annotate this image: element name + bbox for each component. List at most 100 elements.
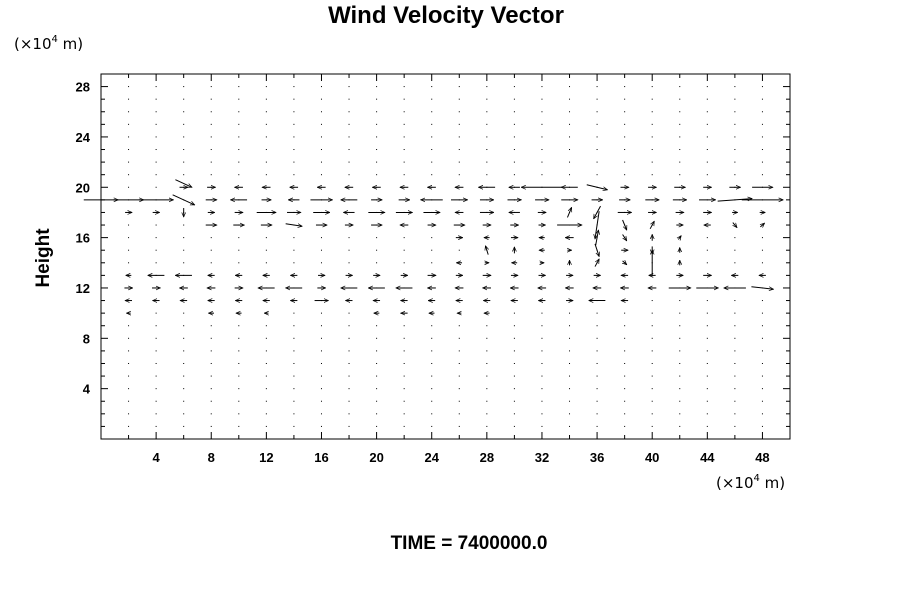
grid-dot [624, 425, 626, 427]
grid-dot [155, 362, 157, 364]
grid-dot [569, 388, 571, 390]
grid-dot [761, 300, 763, 302]
grid-dot [376, 174, 378, 176]
grid-dot [403, 111, 405, 113]
grid-dot [541, 413, 543, 415]
grid-dot [210, 136, 212, 138]
grid-dot [486, 413, 488, 415]
grid-dot [293, 161, 295, 163]
grid-dot [403, 98, 405, 100]
grid-dot [403, 375, 405, 377]
grid-dot [596, 98, 598, 100]
grid-dot [238, 98, 240, 100]
grid-dot [706, 149, 708, 151]
grid-dot [486, 174, 488, 176]
grid-dot [431, 400, 433, 402]
grid-dot [761, 388, 763, 390]
grid-dot [238, 388, 240, 390]
grid-dot [651, 362, 653, 364]
grid-dot [265, 237, 267, 239]
grid-dot [431, 149, 433, 151]
wind-vector [594, 259, 600, 267]
grid-dot [734, 249, 736, 251]
grid-dot [679, 400, 681, 402]
grid-dot [265, 149, 267, 151]
grid-dot [706, 86, 708, 88]
grid-dot [348, 86, 350, 88]
grid-dot [734, 161, 736, 163]
grid-dot [348, 388, 350, 390]
grid-dot [458, 86, 460, 88]
grid-dot [293, 149, 295, 151]
grid-dot [265, 325, 267, 327]
grid-dot [706, 337, 708, 339]
x-tick-label: 48 [755, 450, 769, 465]
grid-dot [376, 237, 378, 239]
grid-dot [596, 136, 598, 138]
grid-dot [431, 425, 433, 427]
grid-dot [486, 161, 488, 163]
grid-dot [128, 86, 130, 88]
grid-dot [293, 312, 295, 314]
grid-dot [265, 249, 267, 251]
grid-dot [238, 262, 240, 264]
grid-dot [596, 86, 598, 88]
grid-dot [210, 337, 212, 339]
grid-dot [183, 98, 185, 100]
grid-dot [761, 249, 763, 251]
grid-dot [596, 425, 598, 427]
grid-dot [376, 337, 378, 339]
grid-dot [679, 325, 681, 327]
y-tick-label: 8 [83, 331, 90, 346]
grid-dot [155, 413, 157, 415]
y-tick-label: 24 [76, 130, 91, 145]
grid-dot [706, 249, 708, 251]
wind-vector [594, 243, 599, 257]
grid-dot [458, 149, 460, 151]
grid-dot [238, 123, 240, 125]
grid-dot [431, 98, 433, 100]
grid-dot [431, 123, 433, 125]
grid-dot [486, 425, 488, 427]
axis-ticks [101, 74, 790, 439]
grid-dot [541, 350, 543, 352]
y-unit-prefix: (×10 [14, 35, 52, 53]
grid-dot [486, 400, 488, 402]
grid-dot [706, 161, 708, 163]
x-tick-label: 32 [535, 450, 549, 465]
grid-dot [541, 161, 543, 163]
grid-dot [348, 325, 350, 327]
grid-dot [238, 400, 240, 402]
grid-dot [128, 249, 130, 251]
grid-dot [210, 350, 212, 352]
grid-dot [569, 111, 571, 113]
grid-dot [376, 400, 378, 402]
wind-vector [622, 234, 627, 240]
grid-dot [596, 413, 598, 415]
grid-dot [320, 325, 322, 327]
wind-vector [172, 194, 195, 206]
grid-dot [210, 413, 212, 415]
grid-dot [734, 413, 736, 415]
grid-dot [431, 350, 433, 352]
grid-dot [128, 136, 130, 138]
grid-dot [128, 174, 130, 176]
grid-dot [624, 362, 626, 364]
grid-dot [155, 350, 157, 352]
grid-dot [569, 174, 571, 176]
grid-dot [403, 400, 405, 402]
grid-dot [210, 262, 212, 264]
y-unit-label: (×104 m) [14, 34, 83, 53]
grid-dot [265, 86, 267, 88]
grid-dot [403, 350, 405, 352]
grid-dot [734, 300, 736, 302]
grid-dot [458, 161, 460, 163]
wind-vector [733, 222, 737, 228]
grid-dot [486, 86, 488, 88]
grid-dot [624, 375, 626, 377]
grid-dot [706, 413, 708, 415]
grid-dot [734, 136, 736, 138]
grid-dot [348, 413, 350, 415]
grid-dot [734, 86, 736, 88]
grid-dot [679, 350, 681, 352]
